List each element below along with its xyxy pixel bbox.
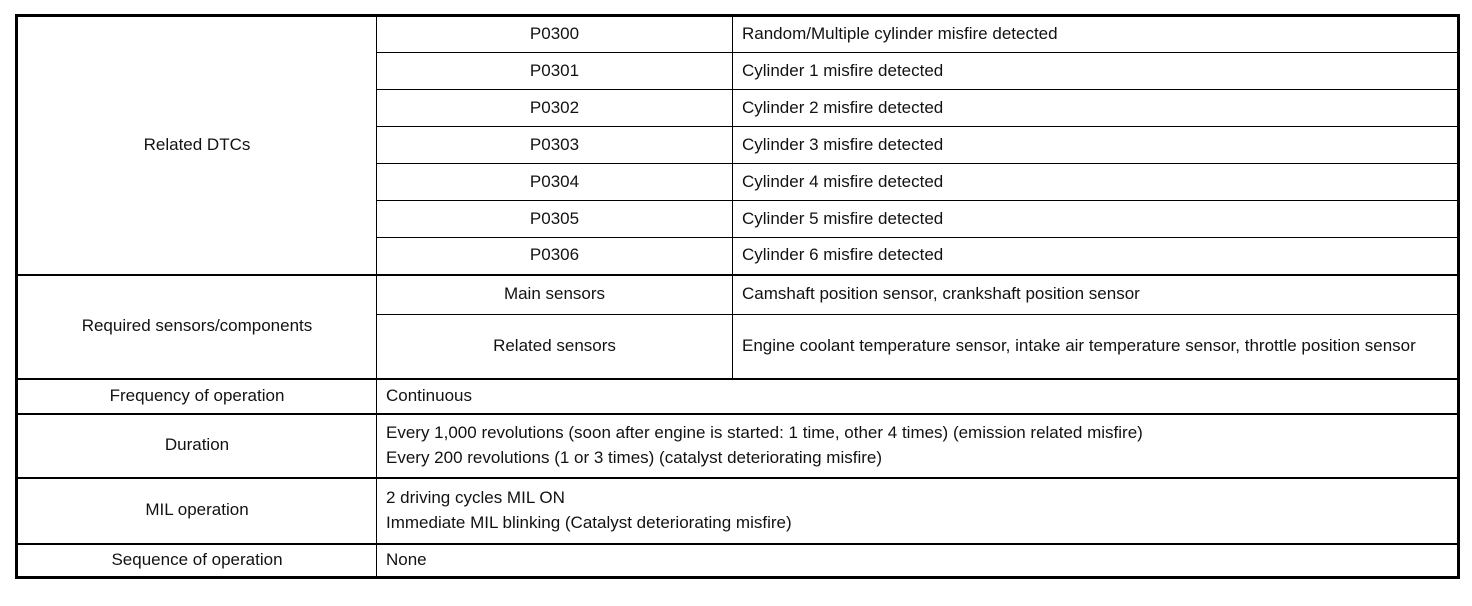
manual-page: Related DTCs P0300 Random/Multiple cylin… bbox=[15, 14, 1460, 579]
dtc-code: P0301 bbox=[376, 52, 733, 90]
table-row: P0304 Cylinder 4 misfire detected bbox=[17, 163, 1459, 201]
dtc-code: P0304 bbox=[376, 163, 733, 201]
dtc-description: Random/Multiple cylinder misfire detecte… bbox=[732, 15, 1459, 53]
dtc-code: P0305 bbox=[376, 200, 733, 238]
sensor-description: Engine coolant temperature sensor, intak… bbox=[732, 314, 1459, 379]
table-row: Required sensors/components Main sensors… bbox=[16, 273, 1459, 379]
required-sensors-label: Required sensors/components bbox=[16, 273, 377, 379]
dtc-code: P0302 bbox=[376, 89, 733, 127]
frequency-label: Frequency of operation bbox=[16, 377, 377, 414]
table-row: Related sensors Engine coolant temperatu… bbox=[17, 314, 1459, 379]
dtc-info-table: Related DTCs P0300 Random/Multiple cylin… bbox=[15, 14, 1460, 579]
table-row: P0305 Cylinder 5 misfire detected bbox=[17, 200, 1459, 238]
table-row: P0306 Cylinder 6 misfire detected bbox=[17, 237, 1459, 275]
dtc-description: Cylinder 5 misfire detected bbox=[732, 200, 1459, 238]
mil-line-1: 2 driving cycles MIL ON bbox=[386, 487, 565, 507]
duration-line-1: Every 1,000 revolutions (soon after engi… bbox=[386, 422, 1143, 442]
dtc-description: Cylinder 2 misfire detected bbox=[732, 89, 1459, 127]
mil-operation-value: 2 driving cycles MIL ON Immediate MIL bl… bbox=[376, 476, 1459, 544]
frequency-value: Continuous bbox=[376, 377, 1459, 414]
table-row: Sequence of operation None bbox=[16, 542, 1459, 578]
dtc-description: Cylinder 4 misfire detected bbox=[732, 163, 1459, 201]
table-row: Frequency of operation Continuous bbox=[16, 377, 1459, 414]
mil-operation-label: MIL operation bbox=[16, 476, 377, 544]
table-row: MIL operation 2 driving cycles MIL ON Im… bbox=[16, 476, 1459, 544]
sequence-value: None bbox=[376, 542, 1459, 578]
table-row: Duration Every 1,000 revolutions (soon a… bbox=[16, 412, 1459, 478]
dtc-code: P0306 bbox=[376, 237, 733, 275]
table-row: Related DTCs P0300 Random/Multiple cylin… bbox=[16, 15, 1459, 275]
sensor-type: Related sensors bbox=[376, 314, 733, 379]
related-dtcs-label: Related DTCs bbox=[16, 15, 377, 275]
dtc-description: Cylinder 1 misfire detected bbox=[732, 52, 1459, 90]
dtc-code: P0303 bbox=[376, 126, 733, 164]
sensor-description: Camshaft position sensor, crankshaft pos… bbox=[732, 273, 1459, 315]
dtc-code: P0300 bbox=[376, 15, 733, 53]
duration-line-2: Every 200 revolutions (1 or 3 times) (ca… bbox=[386, 447, 883, 467]
dtc-description: Cylinder 3 misfire detected bbox=[732, 126, 1459, 164]
duration-label: Duration bbox=[16, 412, 377, 478]
dtc-description: Cylinder 6 misfire detected bbox=[732, 237, 1459, 275]
sequence-label: Sequence of operation bbox=[16, 542, 377, 578]
sensor-type: Main sensors bbox=[376, 273, 733, 315]
mil-line-2: Immediate MIL blinking (Catalyst deterio… bbox=[386, 512, 792, 532]
table-row: P0302 Cylinder 2 misfire detected bbox=[17, 89, 1459, 127]
table-row: P0303 Cylinder 3 misfire detected bbox=[17, 126, 1459, 164]
duration-value: Every 1,000 revolutions (soon after engi… bbox=[376, 412, 1459, 478]
table-row: P0301 Cylinder 1 misfire detected bbox=[17, 52, 1459, 90]
